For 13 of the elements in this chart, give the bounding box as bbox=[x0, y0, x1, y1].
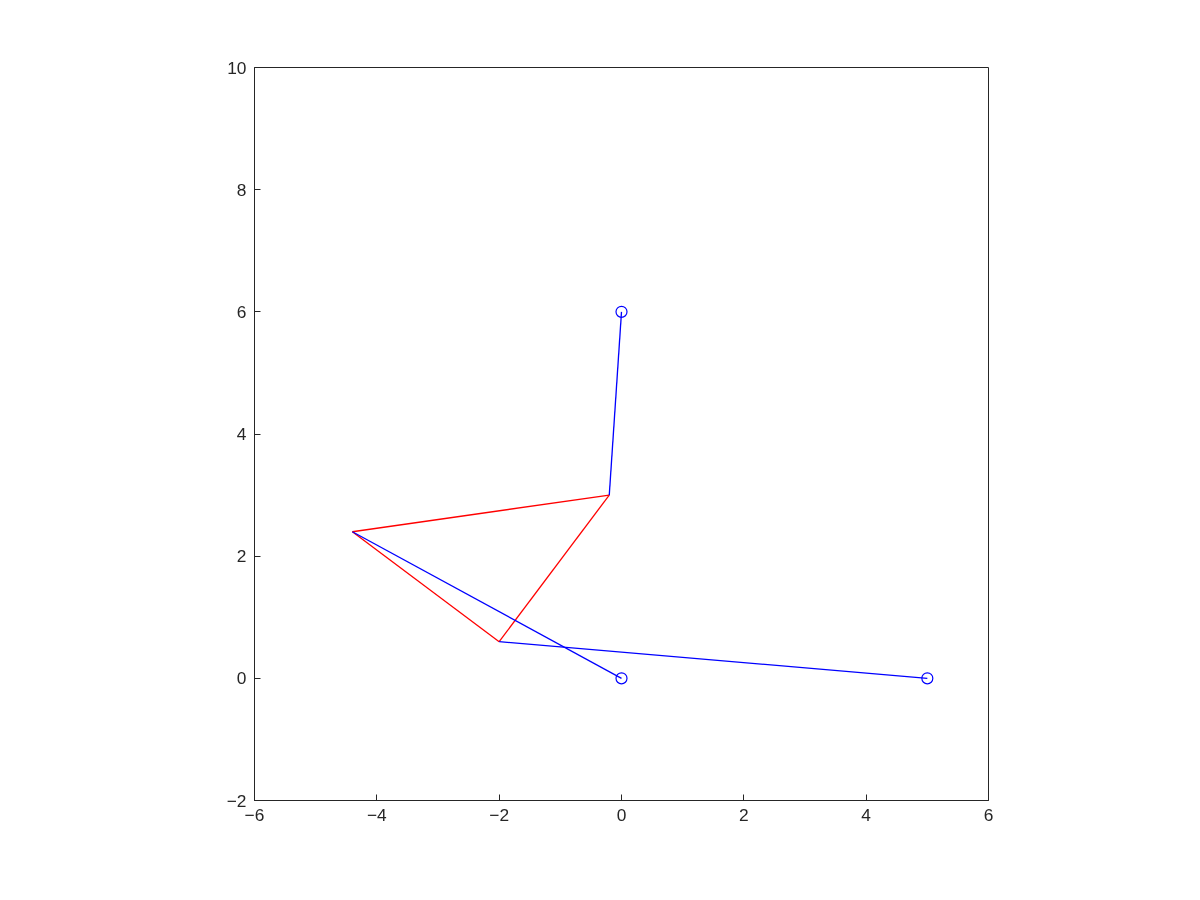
x-tick-label: 0 bbox=[616, 804, 627, 825]
y-tick-label: −2 bbox=[226, 790, 247, 811]
x-tick-label: 4 bbox=[861, 804, 872, 825]
x-tick-label: 6 bbox=[983, 804, 994, 825]
y-tick-label: 10 bbox=[227, 57, 247, 78]
y-tick-label: 4 bbox=[236, 424, 247, 444]
y-tick-label: 0 bbox=[236, 668, 247, 689]
y-tick-label: 8 bbox=[236, 179, 247, 200]
x-tick-label: −4 bbox=[366, 804, 388, 825]
y-tick-label: 2 bbox=[236, 546, 247, 567]
x-tick-label: −2 bbox=[489, 804, 510, 825]
y-tick-label: 6 bbox=[236, 301, 247, 322]
x-tick-label: 2 bbox=[739, 804, 749, 825]
